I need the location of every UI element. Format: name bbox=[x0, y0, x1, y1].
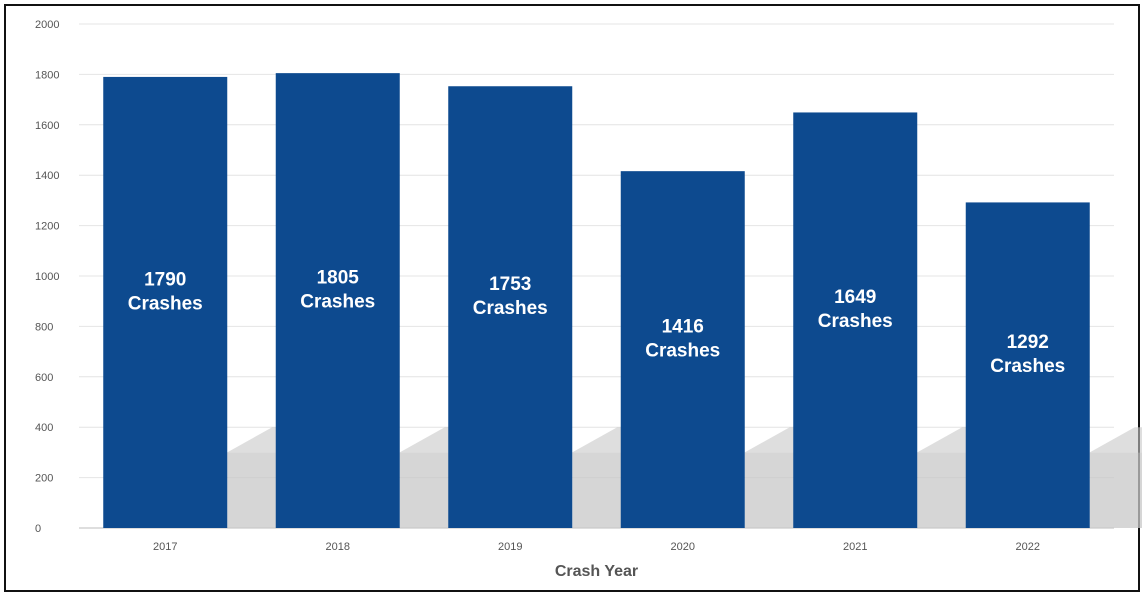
x-tick-label: 2018 bbox=[326, 541, 350, 553]
bar-chart: 1790 Crashes 1805 Crashes 1753 Crashes 1416 Cra… bbox=[35, 19, 1142, 580]
y-tick-label: 400 bbox=[35, 422, 53, 434]
x-tick-label: 2022 bbox=[1016, 541, 1040, 553]
x-tick-label: 2019 bbox=[498, 541, 522, 553]
y-tick-label: 1800 bbox=[35, 69, 59, 81]
chart-frame: 1790 Crashes 1805 Crashes 1753 Crashes 1416 Cra… bbox=[4, 4, 1142, 592]
x-tick-label: 2017 bbox=[153, 541, 177, 553]
bar-shadow bbox=[1089, 452, 1142, 528]
data-label: Crashes bbox=[990, 356, 1065, 377]
data-label: 1753 bbox=[489, 274, 531, 295]
data-label: Crashes bbox=[473, 298, 548, 319]
bar-shadow bbox=[572, 452, 628, 528]
bar-shadow-top bbox=[1089, 427, 1142, 453]
bar-shadow bbox=[399, 452, 455, 528]
bar-shadow-top bbox=[917, 427, 973, 453]
x-axis-title: Crash Year bbox=[555, 563, 638, 580]
data-label: 1649 bbox=[834, 287, 876, 308]
y-tick-label: 600 bbox=[35, 372, 53, 384]
bar bbox=[620, 171, 745, 528]
data-label: 1292 bbox=[1007, 332, 1049, 353]
bar bbox=[275, 73, 400, 528]
y-tick-label: 800 bbox=[35, 321, 53, 333]
y-tick-label: 0 bbox=[35, 523, 41, 535]
bar-shadows bbox=[227, 427, 1142, 528]
y-tick-label: 1200 bbox=[35, 221, 59, 233]
bar-shadow-top bbox=[227, 427, 283, 453]
y-axis-ticks: 0 200 400 600 800 1000 1200 1400 1600 1800 2000 bbox=[35, 19, 59, 535]
bar-shadow bbox=[917, 452, 973, 528]
data-label: 1416 bbox=[662, 317, 704, 338]
x-tick-label: 2020 bbox=[671, 541, 695, 553]
data-label: 1805 bbox=[317, 268, 360, 289]
bar bbox=[965, 202, 1090, 528]
bar-shadow-top bbox=[744, 427, 800, 453]
bar-shadow bbox=[744, 452, 800, 528]
data-label: 1790 bbox=[144, 269, 186, 290]
y-tick-label: 1000 bbox=[35, 271, 59, 283]
data-labels: 1790 Crashes 1805 Crashes 1753 Crashes 1416 Cra… bbox=[128, 268, 1066, 378]
data-label: Crashes bbox=[300, 292, 375, 313]
data-label: Crashes bbox=[128, 293, 203, 314]
data-label: Crashes bbox=[645, 341, 720, 362]
x-tick-label: 2021 bbox=[843, 541, 867, 553]
bar bbox=[448, 86, 573, 528]
y-tick-label: 1600 bbox=[35, 120, 59, 132]
data-label: Crashes bbox=[818, 311, 893, 332]
bar-shadow bbox=[227, 452, 283, 528]
bars bbox=[103, 73, 1090, 529]
bar-shadow-top bbox=[572, 427, 628, 453]
bar bbox=[793, 112, 918, 529]
bar-shadow-top bbox=[399, 427, 455, 453]
y-tick-label: 2000 bbox=[35, 19, 59, 31]
y-tick-label: 200 bbox=[35, 473, 53, 485]
y-tick-label: 1400 bbox=[35, 170, 59, 182]
x-axis-ticks: 2017 2018 2019 2020 2021 2022 bbox=[153, 541, 1040, 553]
bar bbox=[103, 76, 228, 529]
